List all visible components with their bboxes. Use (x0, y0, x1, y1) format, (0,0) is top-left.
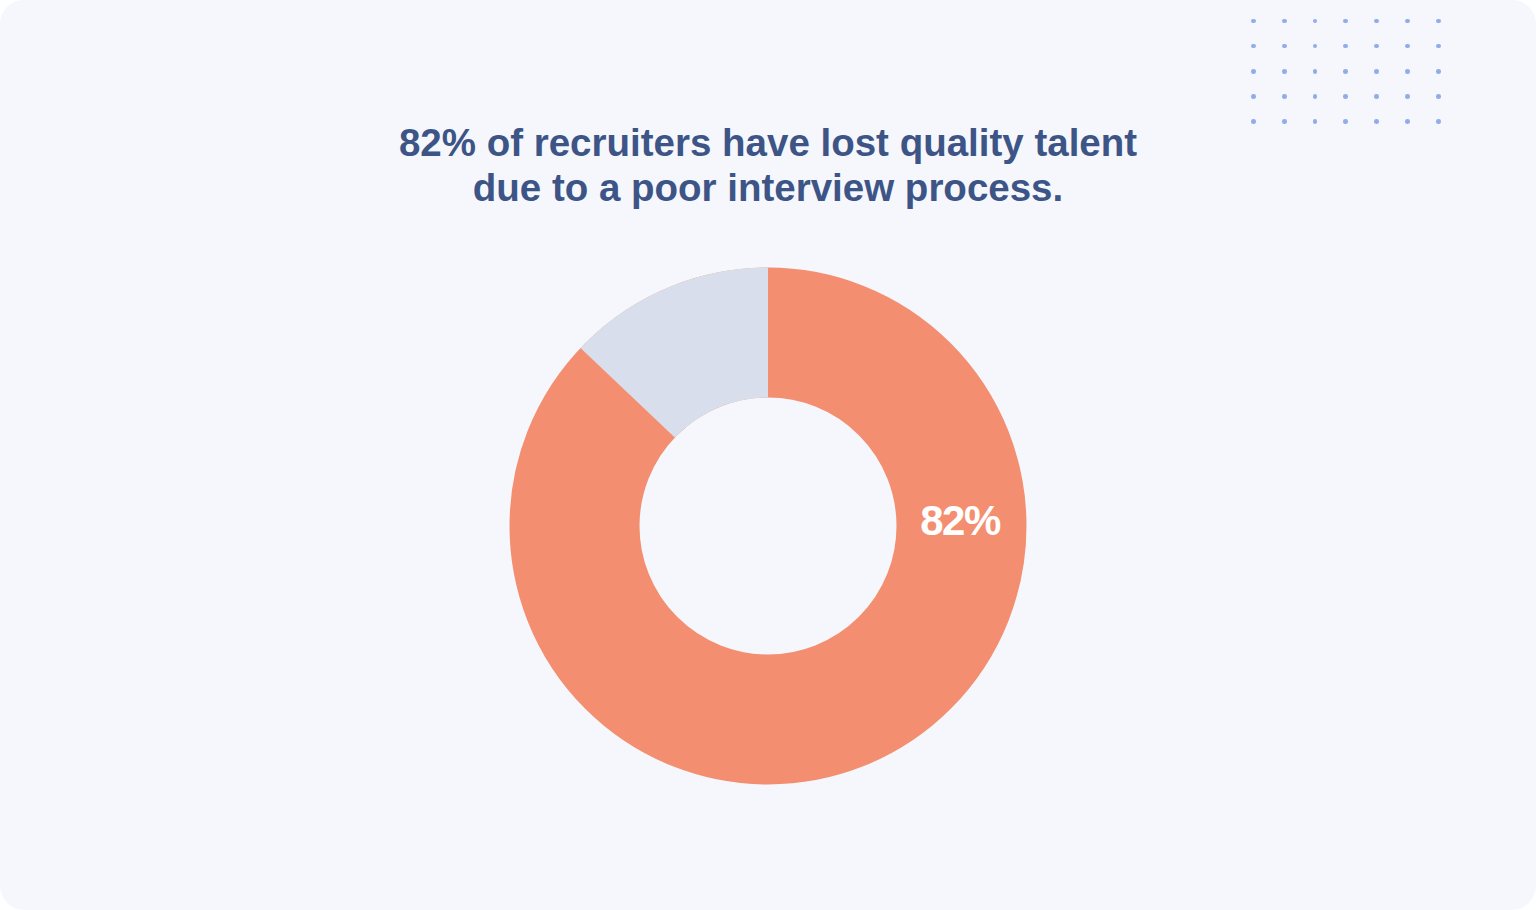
dot (1436, 94, 1441, 99)
dot (1343, 119, 1348, 124)
dot (1251, 94, 1256, 99)
dot (1343, 69, 1348, 74)
dot (1313, 44, 1318, 49)
donut-chart: 82% (488, 246, 1048, 806)
dot (1282, 44, 1287, 49)
dot (1405, 69, 1410, 74)
dot (1251, 44, 1256, 49)
dot (1374, 19, 1379, 24)
dot (1374, 69, 1379, 74)
dot (1343, 94, 1348, 99)
dot (1436, 119, 1441, 124)
background-panel: 82% of recruiters have lost quality tale… (0, 0, 1536, 910)
title-line-2: due to a poor interview process. (0, 165, 1536, 210)
dot (1313, 94, 1318, 99)
dot (1405, 94, 1410, 99)
dot (1374, 119, 1379, 124)
dot (1282, 69, 1287, 74)
dot (1313, 19, 1318, 24)
dot (1282, 94, 1287, 99)
dot (1405, 44, 1410, 49)
dot (1251, 19, 1256, 24)
dot (1436, 44, 1441, 49)
dot (1436, 19, 1441, 24)
dot (1251, 69, 1256, 74)
dot (1313, 69, 1318, 74)
dot (1343, 19, 1348, 24)
donut-percentage-label: 82% (920, 497, 1001, 544)
dot (1343, 44, 1348, 49)
dot (1251, 119, 1256, 124)
dot (1374, 94, 1379, 99)
dot (1405, 19, 1410, 24)
dot (1282, 119, 1287, 124)
dot (1405, 119, 1410, 124)
dot (1374, 44, 1379, 49)
dot (1313, 119, 1318, 124)
dot (1282, 19, 1287, 24)
dot (1436, 69, 1441, 74)
decorative-dot-grid (1251, 19, 1467, 145)
